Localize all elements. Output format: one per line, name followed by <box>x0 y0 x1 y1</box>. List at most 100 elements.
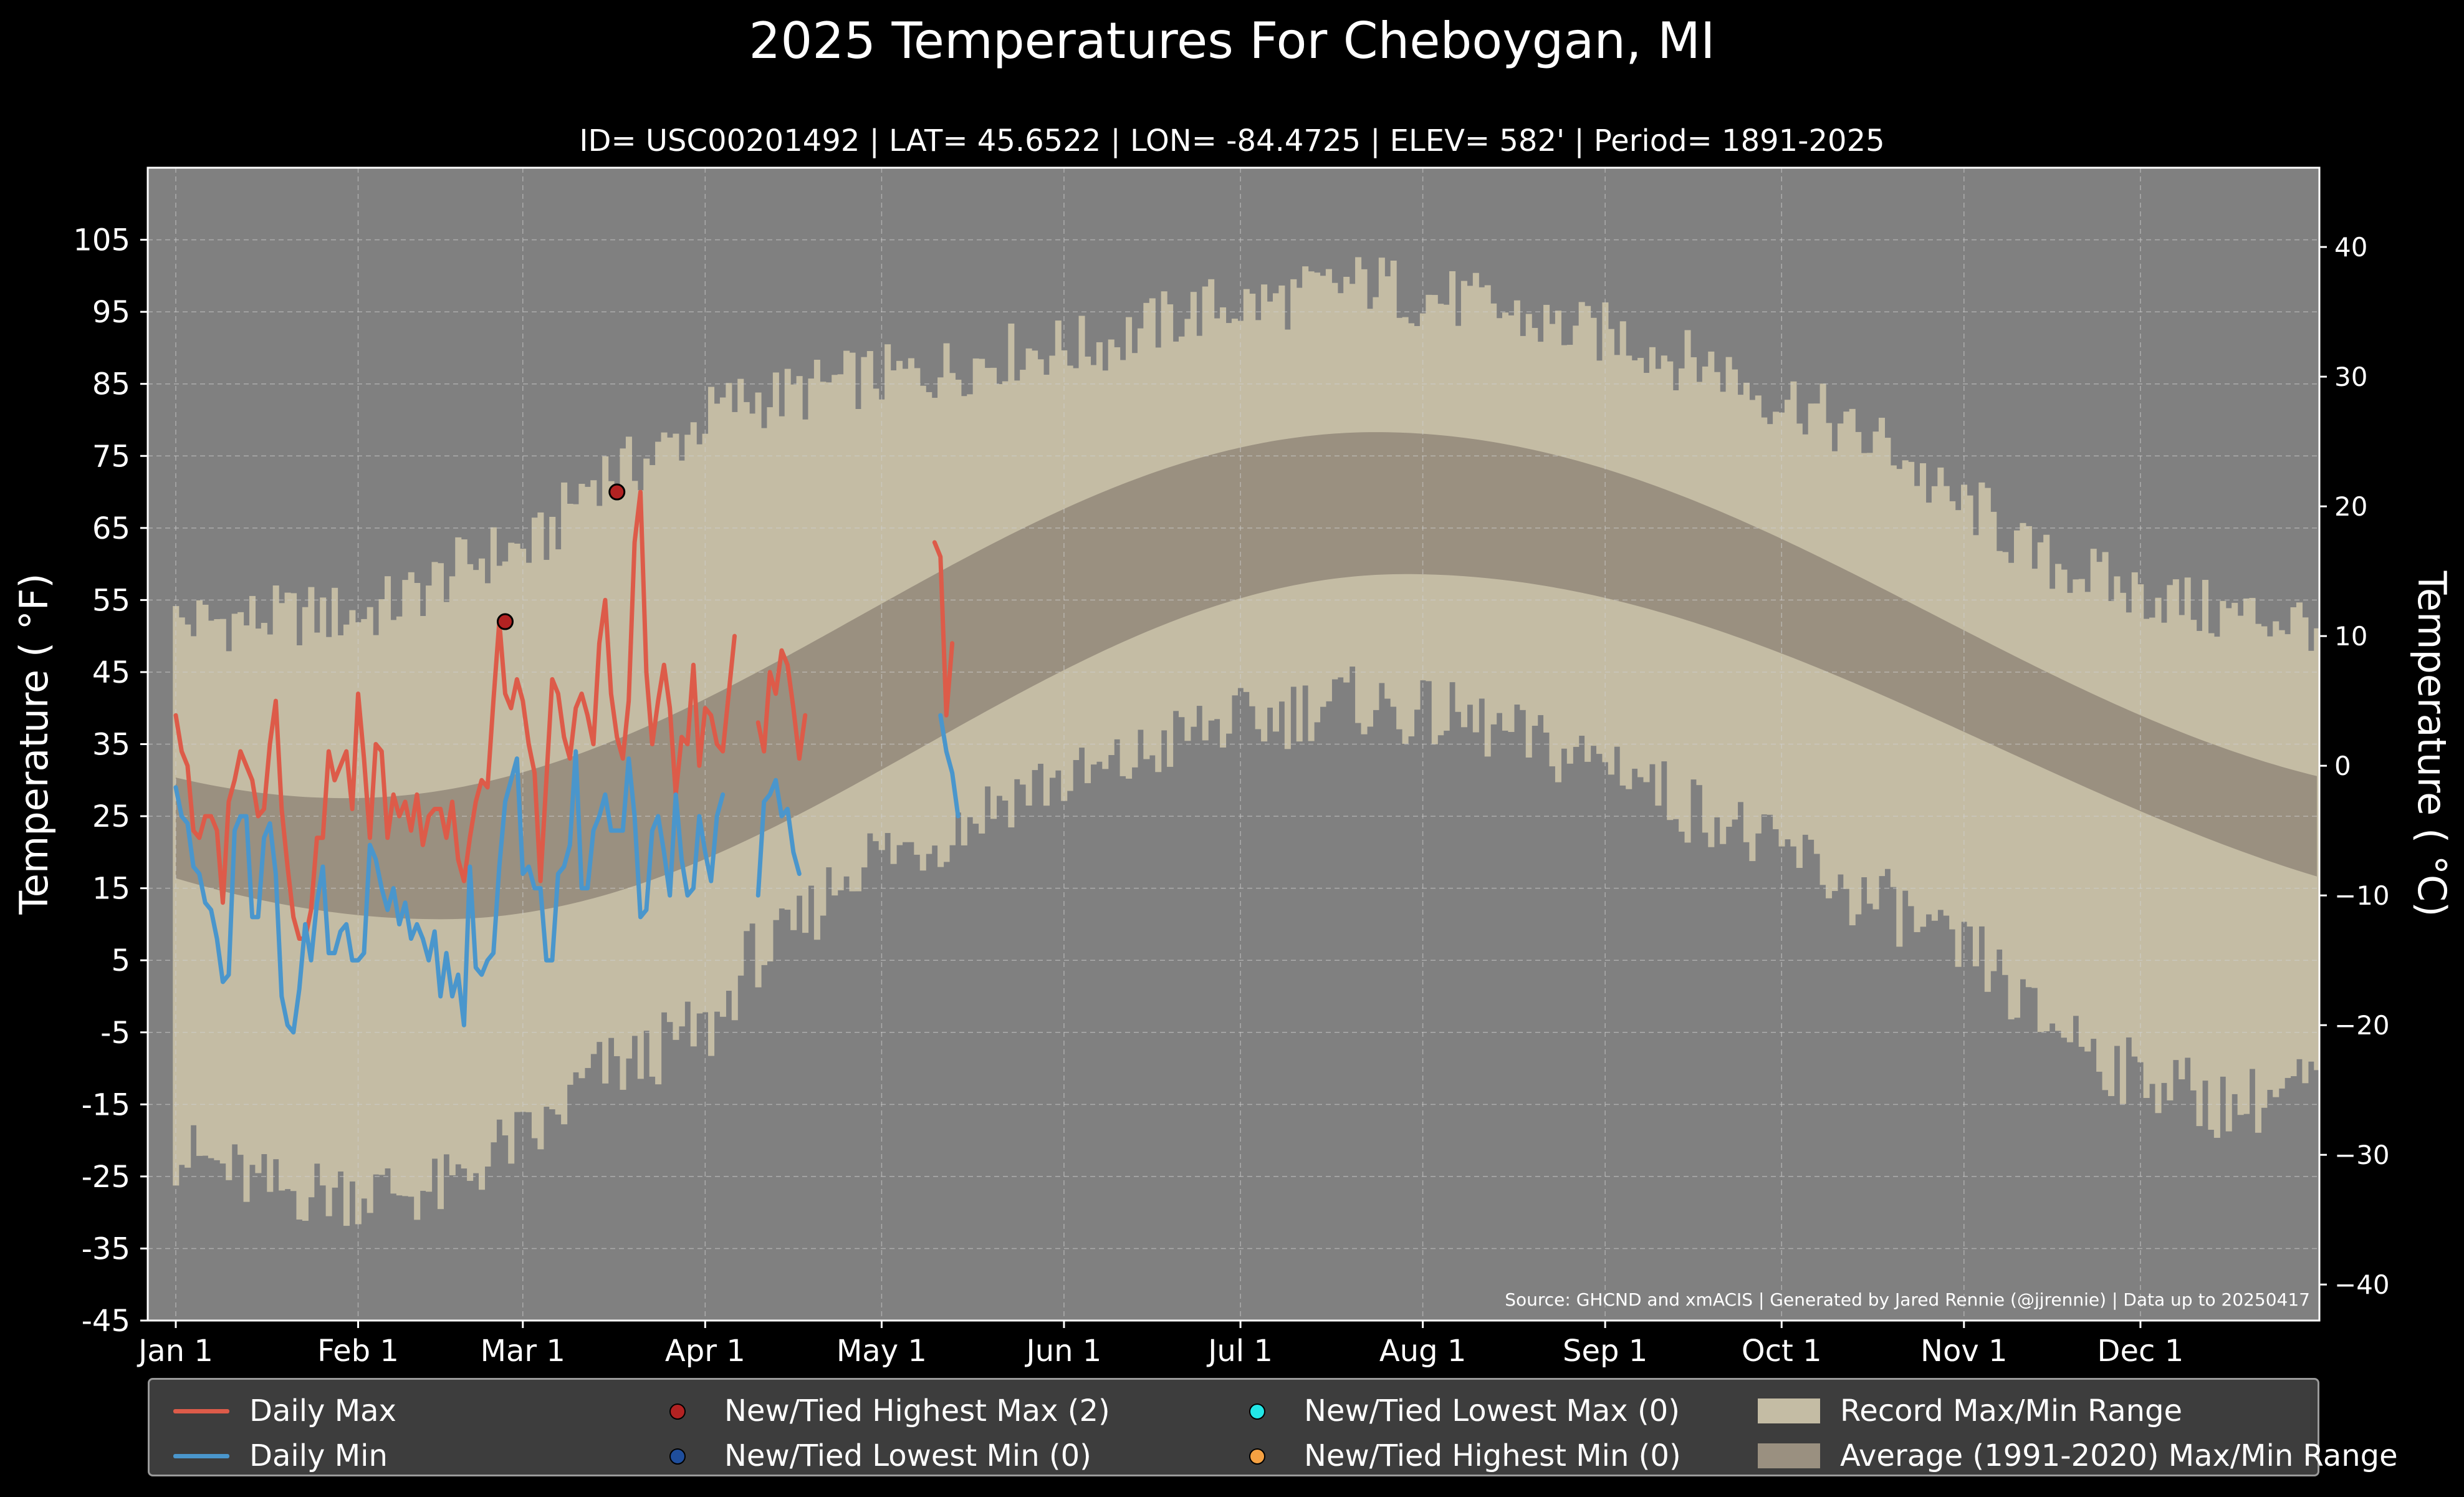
y-tick-label-right: 10 <box>2334 621 2367 652</box>
x-tick-label: Dec 1 <box>2097 1334 2184 1369</box>
x-tick-label: Jan 1 <box>137 1334 213 1369</box>
x-tick-label: Mar 1 <box>481 1334 565 1369</box>
x-axis-ticks: Jan 1 Feb 1 Mar 1 Apr 1 May 1 Jun 1 Jul 1 Aug 1… <box>137 1321 2184 1369</box>
daily-max-line <box>932 540 955 718</box>
record-range-bar <box>2255 623 2261 1133</box>
record-range-bar <box>825 382 832 868</box>
y-tick-label-left: 25 <box>92 799 130 834</box>
legend-symbol-patch <box>1758 1436 1826 1476</box>
temperature-chart: 105 95 85 75 65 55 45 35 25 15 5 -5 -15 -25 -35 -45 40 3… <box>11 166 2455 1369</box>
y-tick-label-left: 65 <box>92 511 130 546</box>
y-tick-label-right: −10 <box>2334 880 2390 911</box>
record-range-bar <box>866 351 873 834</box>
record-range-bar <box>2061 569 2068 1038</box>
legend-label: New/Tied Highest Min (0) <box>1304 1438 1681 1473</box>
record-range-bar <box>2014 530 2021 1018</box>
legend-label: Record Max/Min Range <box>1840 1394 2183 1428</box>
y-axis-left-label: Temperature ( °F) <box>11 573 57 915</box>
record-range-bar <box>226 651 232 1180</box>
y-tick-label-left: 15 <box>92 872 130 907</box>
record-range-bar <box>2084 592 2091 1052</box>
x-tick-label: Feb 1 <box>317 1334 399 1369</box>
record-range-bar <box>2031 569 2038 988</box>
record-range-bar <box>2155 597 2162 1114</box>
record-range-bar <box>2055 564 2062 1031</box>
station-subtitle: ID= USC00201492 | LAT= 45.6522 | LON= -8… <box>579 123 1885 158</box>
record-range-bar <box>2037 542 2044 1032</box>
record-range-bar <box>1996 551 2003 950</box>
grid-lines <box>148 168 2319 1321</box>
legend-symbol-dot <box>1222 1436 1290 1476</box>
y-tick-label-left: 105 <box>73 223 130 258</box>
record-range-bar <box>743 402 750 931</box>
record-range-bar <box>808 378 815 886</box>
legend-item-highest-max: New/Tied Highest Max (2) <box>642 1391 1110 1431</box>
y-tick-label-left: 55 <box>92 583 130 618</box>
record-range-bar <box>737 378 744 976</box>
record-range-bar <box>2073 579 2079 1016</box>
record-range-bar <box>1955 510 1962 967</box>
y-tick-label-left: -45 <box>82 1304 130 1339</box>
y-tick-label-right: 0 <box>2334 751 2351 781</box>
x-tick-label: Sep 1 <box>1563 1334 1647 1369</box>
record-range-bar <box>2090 549 2097 1039</box>
record-range-bar <box>267 634 274 1192</box>
y-tick-label-left: 5 <box>111 943 130 978</box>
record-range-bar <box>884 344 891 834</box>
y-tick-label-left: 75 <box>92 439 130 474</box>
record-range-bar <box>243 625 250 1202</box>
legend-item-daily-max: Daily Max <box>167 1391 396 1431</box>
y-tick-label-left: 35 <box>92 728 130 763</box>
record-range-bar <box>2143 619 2150 1099</box>
legend-label: Daily Max <box>249 1394 396 1428</box>
record-range-bar <box>2131 572 2138 1057</box>
legend-item-lowest-max: New/Tied Lowest Max (0) <box>1222 1391 1680 1431</box>
record-range-bar <box>843 350 850 877</box>
record-range-bar <box>861 357 868 868</box>
y-tick-label-left: -15 <box>82 1087 130 1122</box>
y-tick-label-left: 95 <box>92 295 130 330</box>
legend-item-daily-min: Daily Min <box>167 1436 388 1476</box>
record-range-bar <box>2160 622 2167 1083</box>
y-axis-right-ticks: 40 30 20 10 0 −10 −20 −30 −40 <box>2319 232 2390 1300</box>
legend-label: New/Tied Lowest Min (0) <box>724 1438 1091 1473</box>
legend-symbol-line <box>167 1391 236 1431</box>
record-range-bar <box>772 372 779 920</box>
y-axis-left-ticks: 105 95 85 75 65 55 45 35 25 15 5 -5 -15 -25 -35 -45 <box>73 223 148 1339</box>
record-range-bar <box>2102 552 2109 1090</box>
record-range-bar <box>2049 589 2056 1024</box>
record-range-bar <box>2119 592 2126 1104</box>
y-tick-label-right: 20 <box>2334 491 2367 522</box>
legend-symbol-dot <box>1222 1391 1290 1431</box>
legend-item-normal-range: Average (1991-2020) Max/Min Range <box>1758 1436 2398 1476</box>
daily-max-line <box>755 648 808 761</box>
x-tick-label: Oct 1 <box>1742 1334 1822 1369</box>
record-range-bar <box>2002 552 2009 975</box>
highest-max-marker <box>496 613 514 630</box>
legend-item-lowest-min: New/Tied Lowest Min (0) <box>642 1436 1091 1476</box>
x-tick-label: May 1 <box>837 1334 927 1369</box>
record-range-bar <box>178 617 185 1165</box>
record-range-bar <box>185 624 191 1168</box>
record-range-bar <box>2208 633 2215 1130</box>
x-tick-label: Apr 1 <box>665 1334 745 1369</box>
record-range-bar <box>1896 469 1903 947</box>
record-range-bar <box>2243 598 2250 1114</box>
legend-symbol-line <box>167 1436 236 1476</box>
x-tick-label: Jul 1 <box>1206 1334 1273 1369</box>
legend-symbol-dot <box>642 1436 711 1476</box>
legend-symbol-dot <box>642 1391 711 1431</box>
legend-item-record-range: Record Max/Min Range <box>1758 1391 2182 1431</box>
record-range-bar <box>2225 608 2232 1132</box>
record-range-bar <box>2266 636 2273 1090</box>
record-range-bar <box>2237 615 2244 1115</box>
record-range-bar <box>2190 620 2197 1090</box>
legend-label: New/Tied Lowest Max (0) <box>1304 1394 1680 1428</box>
record-range-bar <box>2078 579 2085 1047</box>
legend-label: Daily Min <box>249 1438 388 1473</box>
x-tick-label: Jun 1 <box>1025 1334 1102 1369</box>
y-tick-label-left: -35 <box>82 1231 130 1266</box>
record-range-bar <box>2107 601 2115 1096</box>
x-tick-label: Aug 1 <box>1379 1334 1467 1369</box>
record-markers <box>496 483 626 630</box>
